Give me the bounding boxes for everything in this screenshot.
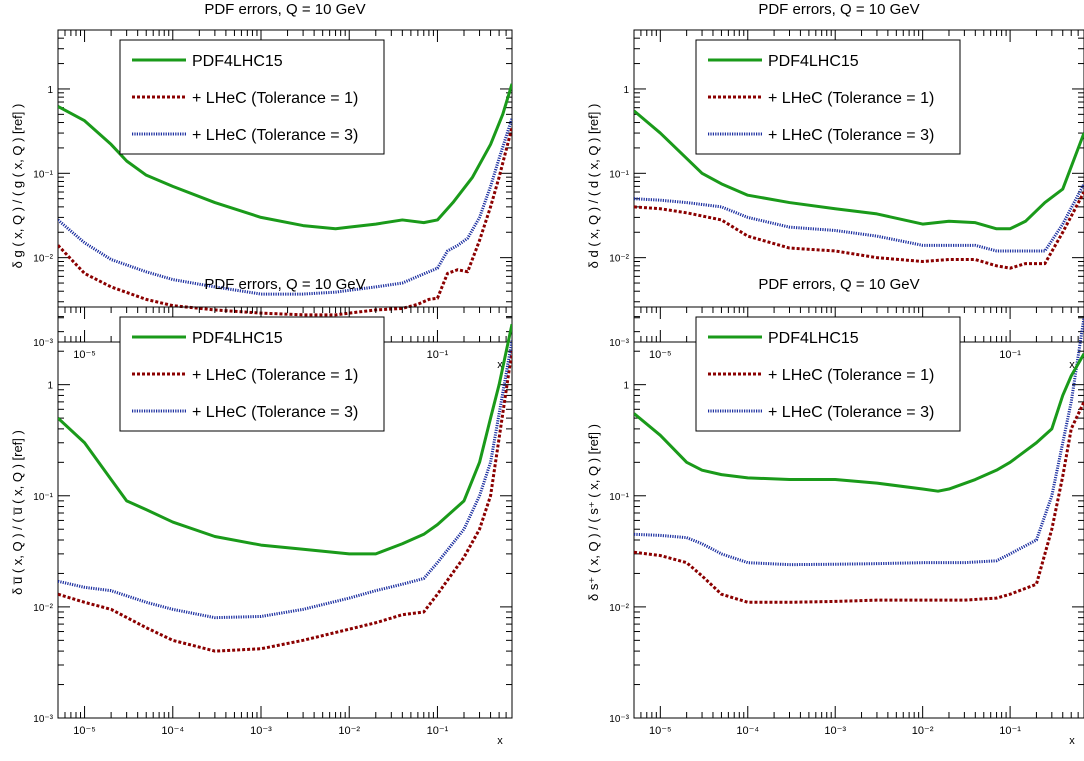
series-line-tol3	[58, 340, 512, 620]
chart-panel-3: PDF errors, Q = 10 GeV 10⁻⁵ 10⁻⁴ 10⁻³ 10⁻² 10…	[10, 276, 513, 747]
y-tick-label: 1	[623, 381, 629, 392]
series-line-pdf4lhc15	[634, 109, 1084, 231]
x-axis-label: x	[1069, 359, 1075, 371]
y-tick-label: 10⁻³	[33, 714, 53, 725]
legend-entry: + LHeC (Tolerance = 3)	[192, 127, 358, 144]
x-axis-label: x	[1069, 735, 1075, 747]
y-tick-label: 10⁻¹	[609, 169, 629, 180]
y-tick-label: 10⁻²	[609, 254, 629, 265]
y-axis-label: δ d ( x, Q ) / ( d ( x, Q ) [ref] )	[586, 104, 601, 269]
y-tick-label: 10⁻³	[33, 338, 53, 349]
y-tick-label: 10⁻²	[609, 603, 629, 614]
legend-entry: + LHeC (Tolerance = 3)	[192, 404, 358, 421]
x-axis-label: x	[497, 359, 503, 371]
series-line-pdf4lhc15	[58, 323, 512, 556]
series-line-tol1	[58, 350, 512, 653]
legend-entry: + LHeC (Tolerance = 3)	[768, 127, 934, 144]
y-tick-label: 1	[47, 381, 53, 392]
x-tick-label: 10⁻²	[912, 725, 934, 737]
chart-title: PDF errors, Q = 10 GeV	[758, 276, 919, 293]
chart-title: PDF errors, Q = 10 GeV	[204, 276, 365, 293]
x-tick-label: 10⁻⁵	[73, 349, 96, 361]
x-tick-label: 10⁻⁵	[649, 725, 672, 737]
y-tick-label: 10⁻¹	[33, 492, 53, 503]
x-tick-label: 10⁻²	[338, 725, 360, 737]
chart-panel-4: PDF errors, Q = 10 GeV 10⁻⁵ 10⁻⁴ 10⁻³ 10⁻² 10…	[586, 276, 1084, 747]
y-tick-label: 1	[47, 85, 53, 96]
series-line-tol1	[634, 191, 1084, 270]
legend-entry: + LHeC (Tolerance = 1)	[768, 90, 934, 107]
x-tick-label: 10⁻¹	[427, 349, 449, 361]
x-axis-label: x	[497, 735, 503, 747]
y-tick-label: 10⁻³	[609, 714, 629, 725]
legend-entry: + LHeC (Tolerance = 1)	[192, 367, 358, 384]
x-tick-label: 10⁻⁴	[736, 725, 759, 737]
x-tick-label: 10⁻⁴	[161, 725, 184, 737]
y-tick-label: 1	[623, 85, 629, 96]
series-line-tol1	[634, 401, 1084, 604]
x-tick-label: 10⁻³	[824, 725, 846, 737]
x-tick-label: 10⁻⁵	[73, 725, 96, 737]
y-tick-label: 10⁻¹	[609, 492, 629, 503]
x-tick-label: 10⁻¹	[427, 725, 449, 737]
legend-entry: PDF4LHC15	[192, 330, 283, 347]
y-tick-label: 10⁻¹	[33, 169, 53, 180]
chart-title: PDF errors, Q = 10 GeV	[204, 1, 365, 18]
y-axis-label: δ g ( x, Q ) / ( g ( x, Q ) [ref] )	[10, 104, 25, 269]
y-axis-label: δ u̅ ( x, Q ) / ( u̅ ( x, Q ) [ref] )	[10, 430, 25, 595]
series-line-pdf4lhc15	[58, 83, 512, 231]
y-tick-label: 10⁻³	[609, 338, 629, 349]
series-line-pdf4lhc15	[634, 352, 1084, 493]
series-line-tol3	[634, 317, 1084, 567]
x-tick-label: 10⁻³	[250, 725, 272, 737]
legend-entry: PDF4LHC15	[768, 53, 859, 70]
legend-entry: + LHeC (Tolerance = 3)	[768, 404, 934, 421]
y-tick-label: 10⁻²	[33, 254, 53, 265]
series-line-tol3	[634, 183, 1084, 253]
y-axis-label: δ s⁺ ( x, Q ) / ( s⁺ ( x, Q ) [ref] )	[586, 424, 601, 601]
legend-entry: PDF4LHC15	[192, 53, 283, 70]
x-tick-label: 10⁻¹	[999, 725, 1021, 737]
y-tick-label: 10⁻²	[33, 603, 53, 614]
x-tick-label: 10⁻¹	[999, 349, 1021, 361]
legend-entry: + LHeC (Tolerance = 1)	[192, 90, 358, 107]
chart-title: PDF errors, Q = 10 GeV	[758, 1, 919, 18]
x-tick-label: 10⁻⁵	[649, 349, 672, 361]
series-line-tol3	[58, 117, 512, 296]
legend-entry: + LHeC (Tolerance = 1)	[768, 367, 934, 384]
chart-panel-1: PDF errors, Q = 10 GeV10⁻⁵10⁻⁴10⁻³10⁻²10…	[10, 1, 513, 371]
legend-entry: PDF4LHC15	[768, 330, 859, 347]
